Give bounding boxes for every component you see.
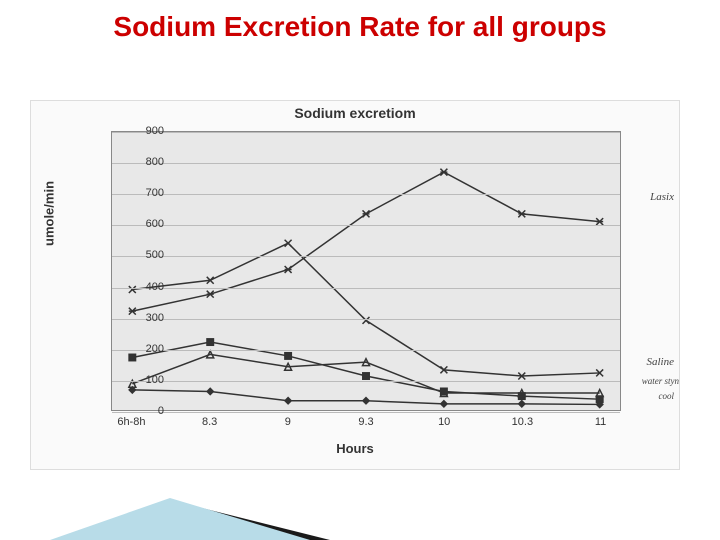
gridline	[112, 132, 620, 133]
gridline	[112, 350, 620, 351]
marker-diamond	[518, 400, 525, 407]
marker-lasix	[285, 266, 292, 273]
y-tick: 900	[146, 125, 164, 137]
gridline	[112, 194, 620, 195]
marker-lasix	[440, 169, 447, 176]
y-tick: 300	[146, 312, 164, 324]
x-tick: 6h-8h	[117, 416, 145, 428]
x-tick: 8.3	[202, 416, 217, 428]
gridline	[112, 319, 620, 320]
y-tick: 0	[158, 405, 164, 417]
x-axis-label: Hours	[336, 441, 374, 456]
marker-diamond	[285, 397, 292, 404]
marker-diamond	[363, 397, 370, 404]
chart-svg	[112, 132, 620, 410]
marker-water-styn	[363, 373, 370, 380]
marker-lasix	[363, 210, 370, 217]
hand-label-saline: Saline	[647, 356, 675, 368]
x-tick: 9.3	[358, 416, 373, 428]
x-tick: 10	[438, 416, 450, 428]
chart-title: Sodium excretiom	[31, 101, 679, 121]
marker-water-styn	[129, 354, 136, 361]
hand-label-cool: cool	[659, 391, 675, 401]
y-tick: 400	[146, 281, 164, 293]
marker-lasix	[596, 218, 603, 225]
marker-lasix	[129, 308, 136, 315]
marker-lasix	[207, 291, 214, 298]
x-tick: 11	[595, 416, 606, 428]
x-tick: 10.3	[512, 416, 533, 428]
y-tick: 200	[146, 343, 164, 355]
chart-container: Sodium excretiom umole/min Hours Lasix S…	[30, 100, 680, 470]
marker-diamond	[440, 400, 447, 407]
plot-area	[111, 131, 621, 411]
marker-saline	[285, 240, 292, 247]
x-tick: 9	[285, 416, 291, 428]
y-tick: 600	[146, 218, 164, 230]
marker-lasix	[518, 210, 525, 217]
gridline	[112, 288, 620, 289]
gridline	[112, 381, 620, 382]
gridline	[112, 225, 620, 226]
series-line-saline	[132, 243, 599, 376]
gridline	[112, 163, 620, 164]
y-tick: 100	[146, 374, 164, 386]
slide-decoration	[50, 490, 330, 540]
gridline	[112, 256, 620, 257]
page-title: Sodium Excretion Rate for all groups	[0, 0, 720, 43]
y-axis-label: umole/min	[42, 181, 57, 246]
hand-label-lasix: Lasix	[650, 191, 674, 203]
y-tick: 700	[146, 187, 164, 199]
marker-diamond	[207, 388, 214, 395]
y-tick: 500	[146, 249, 164, 261]
y-tick: 800	[146, 156, 164, 168]
marker-water-styn	[285, 352, 292, 359]
hand-label-water: water styn	[642, 376, 679, 386]
gridline	[112, 412, 620, 413]
marker-water-styn	[207, 339, 214, 346]
series-line-lasix	[132, 172, 599, 311]
